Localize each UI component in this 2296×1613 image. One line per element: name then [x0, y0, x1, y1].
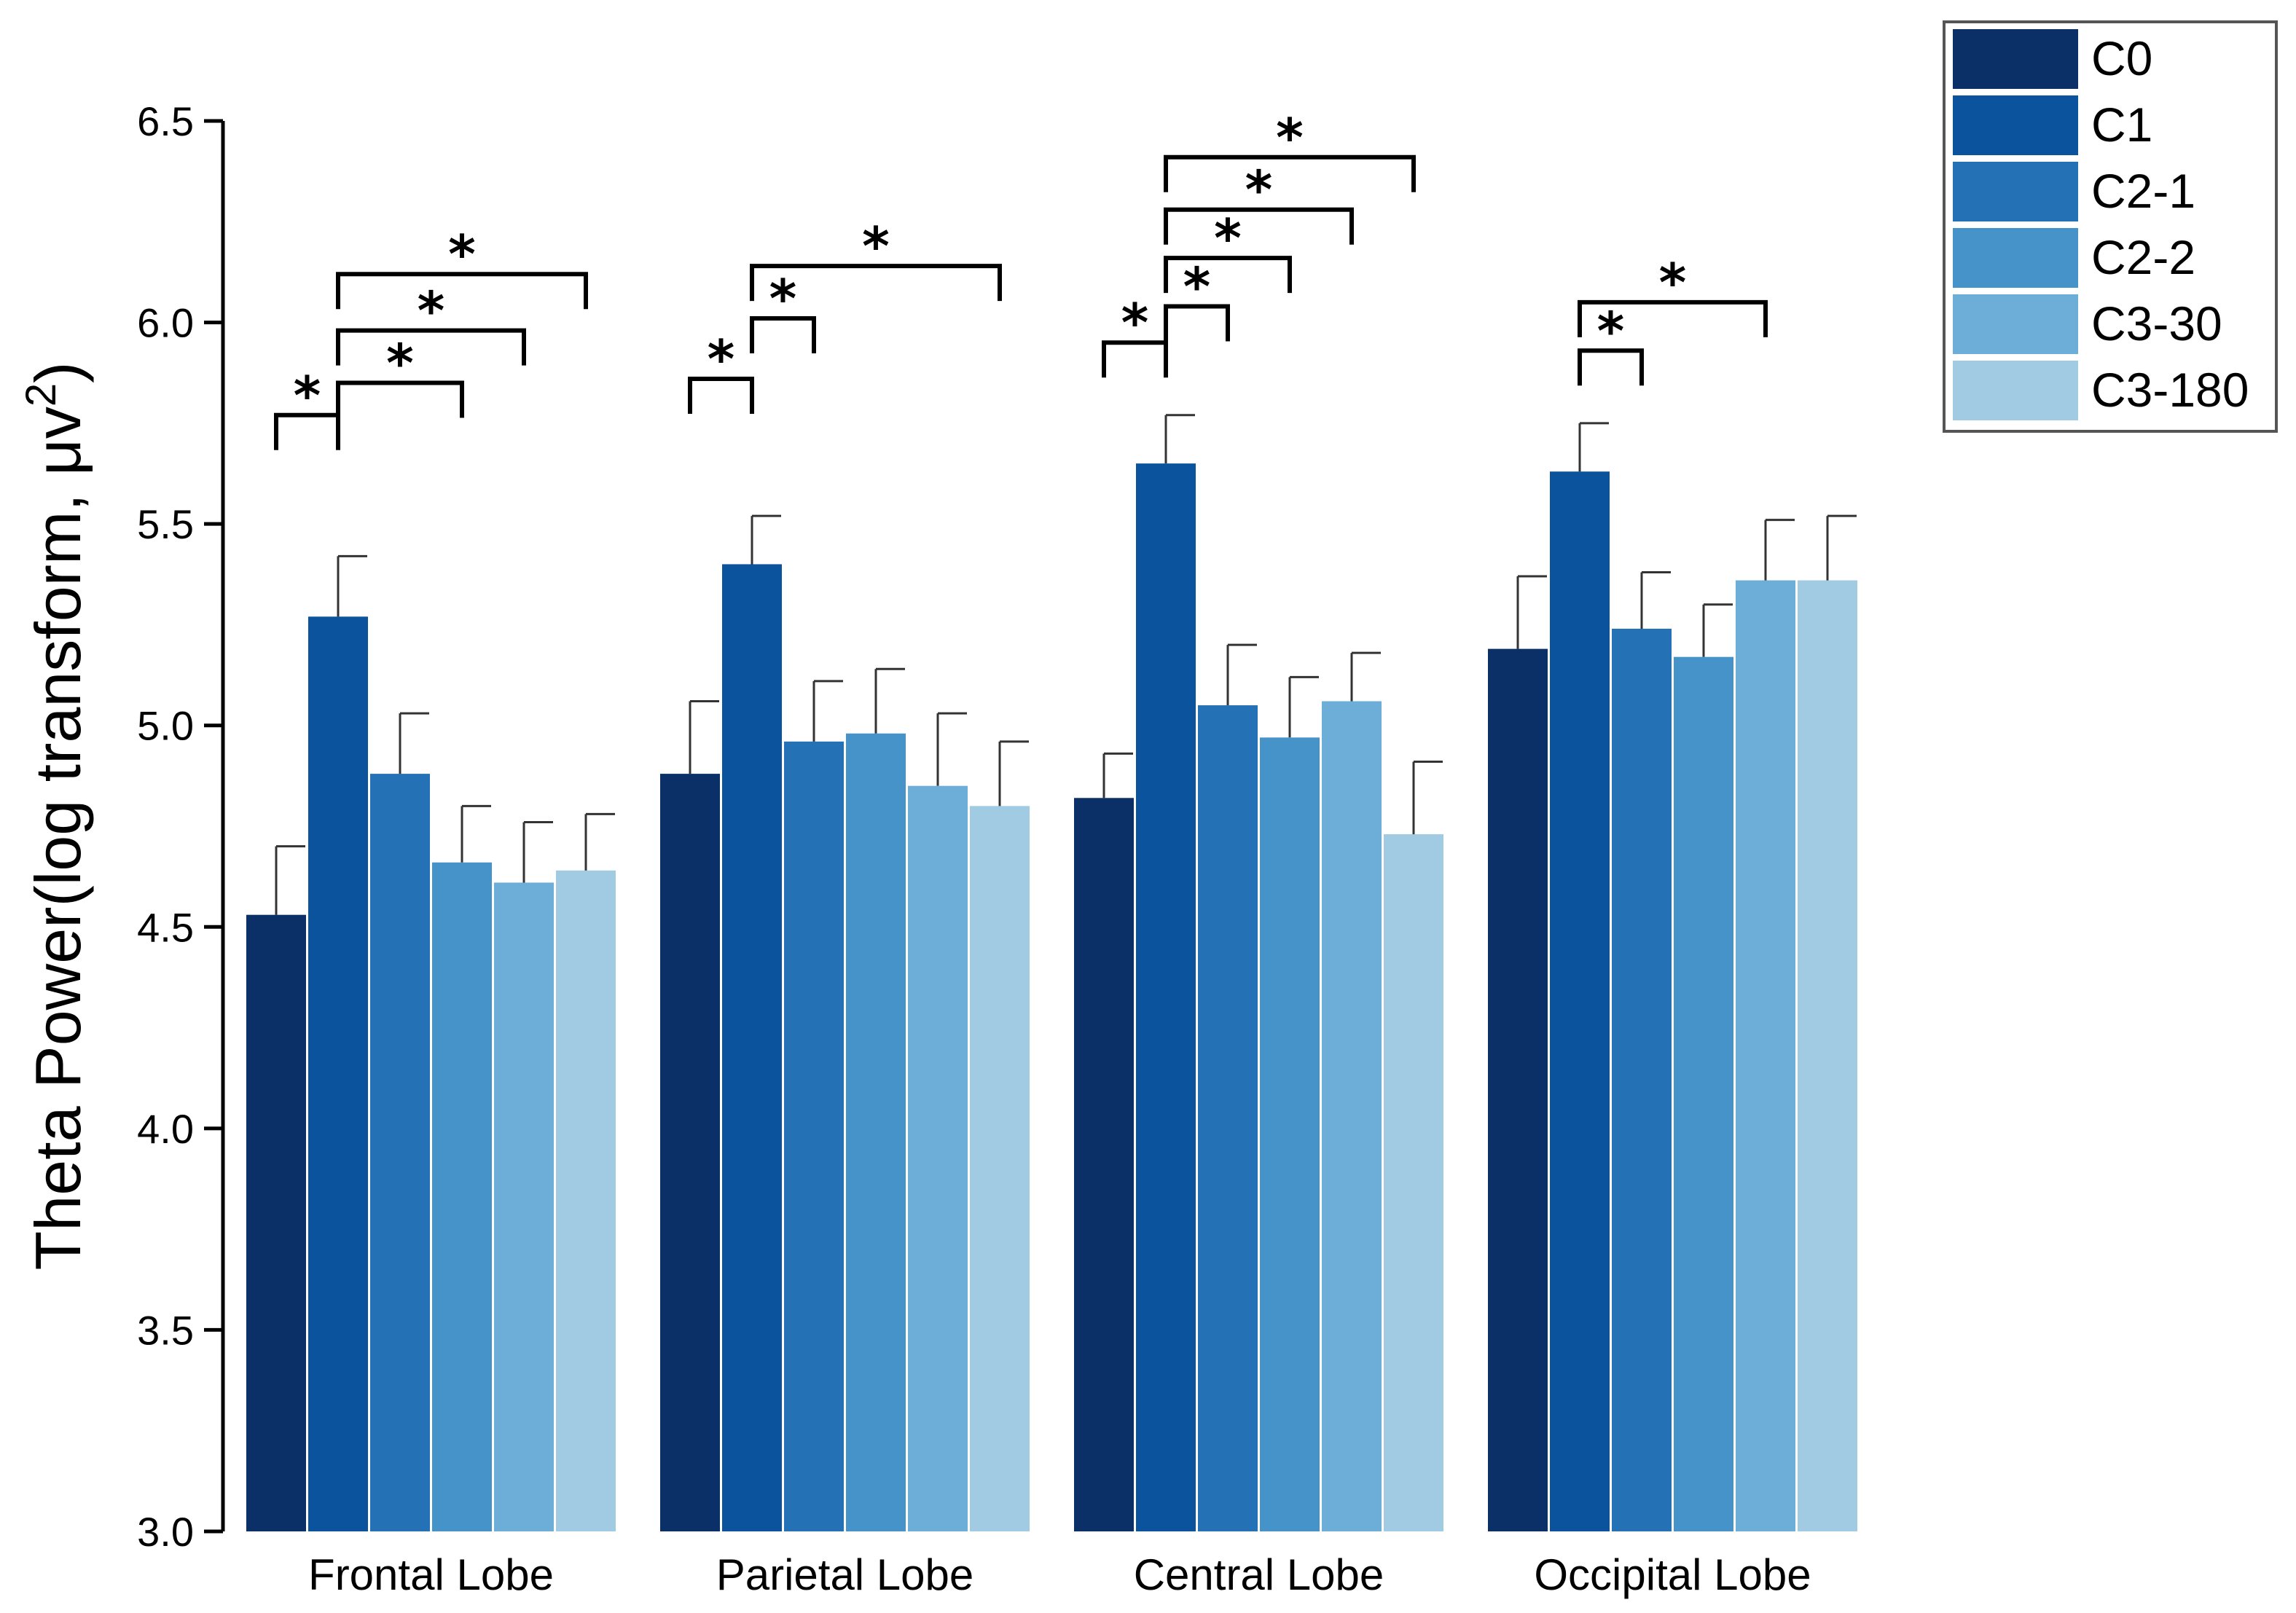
- category-label-0: Frontal Lobe: [308, 1550, 554, 1599]
- significance-star-5: *: [769, 268, 797, 329]
- bar-central-lobe-c1: [1136, 463, 1196, 1532]
- significance-bracket-0: [274, 412, 340, 450]
- y-axis-title-main: Theta Power(log transform, μv: [22, 407, 94, 1270]
- bar-parietal-lobe-c2-2: [846, 733, 906, 1532]
- bar-frontal-lobe-c1: [308, 616, 368, 1531]
- y-axis-title-sup: 2: [17, 383, 65, 407]
- significance-bracket-8: [1164, 304, 1230, 342]
- legend-swatch-c0: [1953, 29, 2078, 89]
- y-tick-label-4: 5.0: [137, 703, 194, 749]
- y-tick-label-1: 3.5: [137, 1307, 194, 1353]
- legend-label-c3-180: C3-180: [2091, 363, 2249, 417]
- y-tick-label-2: 4.0: [137, 1106, 194, 1152]
- y-tick-label-0: 3.0: [137, 1509, 194, 1555]
- bar-occipital-lobe-c2-2: [1674, 656, 1733, 1532]
- category-label-3: Occipital Lobe: [1534, 1550, 1811, 1599]
- significance-star-8: *: [1183, 256, 1211, 317]
- significance-star-11: *: [1276, 107, 1304, 168]
- significance-star-2: *: [418, 280, 445, 342]
- bar-occipital-lobe-c0: [1488, 648, 1548, 1531]
- significance-star-13: *: [1659, 252, 1687, 313]
- legend-label-c2-1: C2-1: [2091, 164, 2195, 218]
- legend-swatch-c3-30: [1953, 294, 2078, 354]
- significance-bracket-2: [336, 328, 526, 366]
- y-axis-title-end: ): [22, 362, 94, 383]
- bar-occipital-lobe-c3-180: [1798, 580, 1857, 1531]
- significance-bracket-3: [336, 272, 588, 310]
- bar-parietal-lobe-c3-30: [908, 785, 968, 1531]
- significance-star-4: *: [708, 329, 735, 390]
- bar-frontal-lobe-c0: [246, 914, 306, 1531]
- significance-star-3: *: [448, 224, 476, 285]
- legend-label-c0: C0: [2091, 31, 2152, 85]
- bar-central-lobe-c2-2: [1260, 737, 1320, 1531]
- significance-bracket-1: [336, 380, 464, 418]
- significance-bracket-5: [750, 316, 816, 354]
- y-axis-title: Theta Power(log transform, μv2): [17, 362, 94, 1271]
- y-tick-label-6: 6.0: [137, 300, 194, 346]
- bar-occipital-lobe-c3-30: [1736, 580, 1795, 1531]
- error-bars-layer: [275, 414, 1857, 915]
- bar-central-lobe-c0: [1074, 798, 1134, 1531]
- significance-star-12: *: [1597, 300, 1625, 361]
- significance-star-9: *: [1214, 208, 1242, 269]
- bar-central-lobe-c2-1: [1198, 705, 1258, 1531]
- y-axis: 3.0 3.5 4.0 4.5 5.0 5.5 6.0 6.5: [137, 98, 225, 1555]
- significance-layer: **************: [274, 107, 1768, 450]
- significance-star-10: *: [1245, 160, 1273, 221]
- bar-parietal-lobe-c3-180: [970, 806, 1030, 1531]
- bar-parietal-lobe-c2-1: [784, 741, 844, 1531]
- bar-central-lobe-c3-180: [1384, 834, 1443, 1531]
- significance-star-7: *: [1121, 292, 1149, 353]
- significance-star-0: *: [294, 365, 321, 426]
- significance-bracket-7: [1102, 340, 1168, 378]
- bar-frontal-lobe-c2-2: [432, 862, 492, 1531]
- significance-bracket-13: [1578, 299, 1768, 337]
- significance-bracket-9: [1164, 256, 1292, 294]
- legend-swatch-c2-1: [1953, 162, 2078, 221]
- category-label-1: Parietal Lobe: [716, 1550, 974, 1599]
- bar-occipital-lobe-c1: [1550, 471, 1610, 1531]
- significance-bracket-11: [1164, 154, 1416, 192]
- y-tick-label-3: 4.5: [137, 904, 194, 950]
- bar-parietal-lobe-c1: [722, 564, 782, 1531]
- bar-occipital-lobe-c2-1: [1612, 628, 1672, 1532]
- y-tick-label-5: 5.5: [137, 501, 194, 547]
- legend-label-c2-2: C2-2: [2091, 230, 2195, 284]
- bar-parietal-lobe-c0: [660, 774, 720, 1531]
- legend-swatch-c1: [1953, 95, 2078, 155]
- significance-bracket-6: [750, 264, 1002, 302]
- significance-bracket-10: [1164, 207, 1354, 245]
- bar-frontal-lobe-c3-180: [556, 870, 616, 1531]
- significance-star-1: *: [386, 333, 414, 394]
- significance-star-6: *: [862, 216, 890, 277]
- legend-swatch-c3-180: [1953, 361, 2078, 420]
- bar-frontal-lobe-c2-1: [370, 774, 430, 1531]
- legend-swatch-c2-2: [1953, 228, 2078, 288]
- legend: C0 C1 C2-1 C2-2 C3-30 C3-180: [1943, 20, 2278, 433]
- y-tick-label-7: 6.5: [137, 98, 194, 144]
- category-label-2: Central Lobe: [1134, 1550, 1384, 1599]
- category-labels: Frontal Lobe Parietal Lobe Central Lobe Occ…: [308, 1550, 1811, 1599]
- legend-label-c3-30: C3-30: [2091, 297, 2222, 350]
- bar-central-lobe-c3-30: [1322, 701, 1382, 1532]
- legend-label-c1: C1: [2091, 98, 2152, 152]
- significance-bracket-12: [1578, 348, 1644, 386]
- bars-layer: [246, 463, 1857, 1532]
- bar-frontal-lobe-c3-30: [494, 882, 554, 1531]
- significance-bracket-4: [688, 377, 754, 415]
